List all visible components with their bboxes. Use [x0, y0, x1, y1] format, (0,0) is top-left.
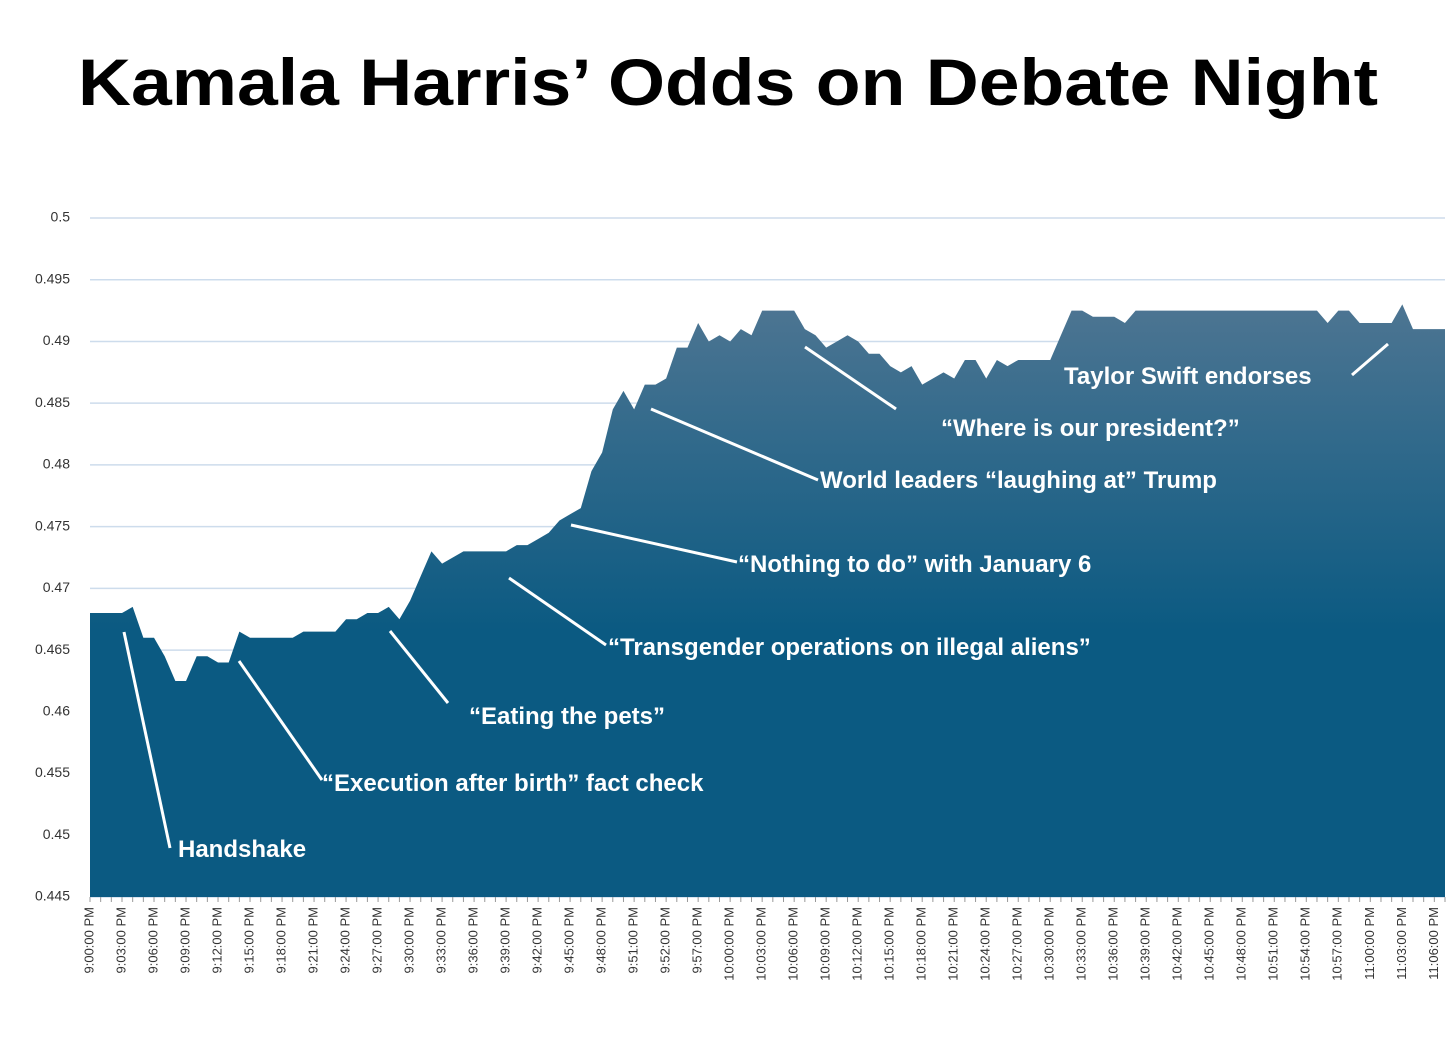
annotation-line: [1351, 342, 1389, 377]
x-tick-label: 11:03:00 PM: [1394, 907, 1409, 980]
x-tick-label: 10:42:00 PM: [1170, 907, 1185, 981]
x-tick-label: 10:24:00 PM: [978, 907, 993, 981]
x-tick-label: 10:15:00 PM: [882, 907, 897, 981]
x-tick-label: 10:36:00 PM: [1106, 907, 1121, 981]
x-tick-label: 10:18:00 PM: [914, 907, 929, 981]
y-tick-label: 0.48: [43, 456, 70, 472]
y-tick-label: 0.465: [35, 641, 70, 657]
x-tick-label: 10:21:00 PM: [946, 907, 961, 981]
annotation: “Nothing to do” with January 6: [738, 551, 1091, 578]
x-tick-label: 9:52:00 PM: [658, 907, 673, 974]
y-tick-label: 0.49: [43, 332, 70, 348]
x-tick-label: 9:33:00 PM: [434, 907, 449, 974]
x-tick-label: 9:48:00 PM: [594, 907, 609, 974]
x-tick-label: 9:15:00 PM: [241, 907, 256, 974]
x-tick-label: 9:12:00 PM: [209, 907, 224, 974]
annotation: Taylor Swift endorses: [1064, 363, 1312, 390]
annotation-line: [804, 345, 897, 411]
x-tick-label: 10:06:00 PM: [786, 907, 801, 981]
annotation: Handshake: [178, 836, 306, 863]
x-tick-label: 9:45:00 PM: [562, 907, 577, 974]
x-tick-label: 9:30:00 PM: [402, 907, 417, 974]
y-tick-label: 0.495: [35, 270, 70, 286]
x-tick-label: 10:12:00 PM: [850, 907, 865, 981]
y-tick-label: 0.5: [51, 209, 71, 225]
x-tick-label: 10:57:00 PM: [1330, 907, 1345, 981]
x-tick-label: 11:06:00 PM: [1426, 907, 1441, 980]
y-tick-label: 0.445: [35, 888, 70, 904]
y-tick-label: 0.45: [43, 826, 70, 842]
annotation-line: [570, 523, 738, 564]
annotation: World leaders “laughing at” Trump: [820, 467, 1217, 494]
annotation: “Execution after birth” fact check: [322, 770, 704, 797]
annotation-line: [508, 576, 607, 647]
x-tick-label: 10:03:00 PM: [754, 907, 769, 981]
annotation: “Transgender operations on illegal alien…: [608, 634, 1091, 661]
x-tick-label: 9:57:00 PM: [690, 907, 705, 974]
x-tick-label: 10:39:00 PM: [1138, 907, 1153, 981]
area: [90, 304, 1445, 897]
annotation-line: [122, 631, 172, 849]
x-tick-label: 9:03:00 PM: [113, 907, 128, 974]
x-tick-label: 9:18:00 PM: [273, 907, 288, 974]
x-tick-label: 10:33:00 PM: [1074, 907, 1089, 981]
x-tick-label: 9:21:00 PM: [305, 907, 320, 974]
annotation: “Eating the pets”: [469, 703, 665, 730]
y-tick-label: 0.485: [35, 394, 70, 410]
y-tick-label: 0.455: [35, 764, 70, 780]
x-tick-label: 10:30:00 PM: [1042, 907, 1057, 981]
x-tick-label: 11:00:00 PM: [1362, 907, 1377, 980]
x-tick-label: 10:27:00 PM: [1010, 907, 1025, 981]
x-tick-label: 10:00:00 PM: [722, 907, 737, 981]
x-tick-label: 9:42:00 PM: [530, 907, 545, 974]
y-tick-label: 0.46: [43, 703, 70, 719]
x-tick-label: 9:39:00 PM: [498, 907, 513, 974]
annotation-line: [388, 630, 450, 704]
x-tick-label: 9:06:00 PM: [145, 907, 160, 974]
x-tick-label: 9:51:00 PM: [626, 907, 641, 974]
x-tick-label: 10:54:00 PM: [1298, 907, 1313, 981]
annotation-line: [650, 407, 819, 482]
annotation-line: [237, 660, 324, 781]
y-tick-label: 0.47: [43, 579, 70, 595]
x-tick-label: 10:48:00 PM: [1234, 907, 1249, 981]
x-tick-label: 10:09:00 PM: [818, 907, 833, 981]
x-tick-label: 9:24:00 PM: [338, 907, 353, 974]
y-tick-label: 0.475: [35, 517, 70, 533]
x-tick-label: 10:45:00 PM: [1202, 907, 1217, 981]
x-tick-label: 9:00:00 PM: [81, 907, 96, 974]
annotation: “Where is our president?”: [941, 415, 1240, 442]
x-tick-label: 9:09:00 PM: [177, 907, 192, 974]
chart-title: Kamala Harris’ Odds on Debate Night: [78, 45, 1378, 119]
x-tick-label: 9:27:00 PM: [370, 907, 385, 974]
x-tick-label: 9:36:00 PM: [466, 907, 481, 974]
x-tick-label: 10:51:00 PM: [1266, 907, 1281, 981]
